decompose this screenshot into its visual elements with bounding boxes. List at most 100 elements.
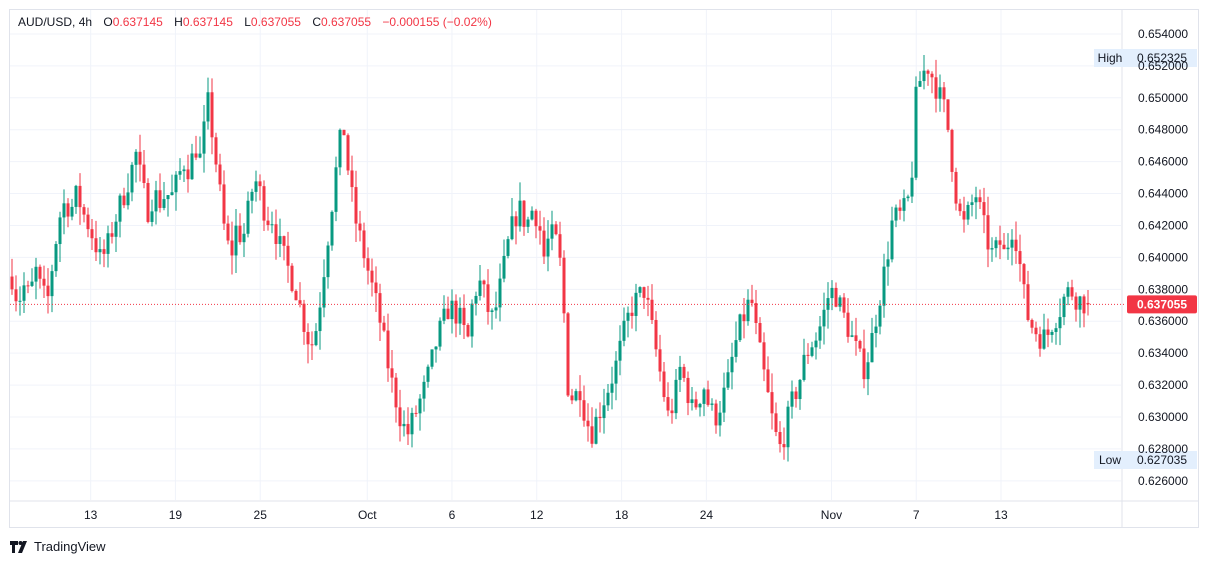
candle-body bbox=[850, 335, 854, 337]
candle-body bbox=[362, 230, 366, 259]
tradingview-logo[interactable]: TradingView bbox=[10, 539, 106, 554]
candle-body bbox=[1058, 317, 1062, 329]
legend-low-label: L bbox=[244, 15, 251, 29]
candle bbox=[502, 239, 506, 283]
candle-body bbox=[670, 410, 674, 414]
candle-body bbox=[82, 207, 86, 215]
candle bbox=[1034, 321, 1038, 342]
candle-body bbox=[134, 151, 138, 165]
candle bbox=[1038, 326, 1042, 357]
candle-body bbox=[758, 323, 762, 343]
candle-body bbox=[894, 207, 898, 221]
candle bbox=[538, 210, 542, 245]
candle bbox=[1026, 270, 1030, 322]
candle bbox=[826, 282, 830, 329]
candle-body bbox=[42, 278, 46, 286]
candle-body bbox=[326, 245, 330, 278]
candle bbox=[430, 349, 434, 370]
candle-body bbox=[1050, 331, 1054, 335]
legend-change-value: −0.000155 (−0.02%) bbox=[382, 15, 492, 29]
candle-body bbox=[922, 70, 926, 82]
candle bbox=[286, 231, 290, 283]
candle bbox=[110, 222, 114, 244]
x-tick-label: 25 bbox=[254, 508, 268, 522]
candle bbox=[926, 69, 930, 86]
candle bbox=[482, 279, 486, 298]
candle-body bbox=[378, 293, 382, 323]
candle bbox=[758, 317, 762, 343]
candle bbox=[366, 247, 370, 285]
candle bbox=[334, 156, 338, 222]
candle-body bbox=[502, 255, 506, 279]
candle-body bbox=[566, 313, 570, 396]
candle-body bbox=[842, 297, 846, 313]
candle bbox=[582, 385, 586, 427]
x-tick-label: 24 bbox=[700, 508, 714, 522]
candle bbox=[950, 128, 954, 182]
candle bbox=[1030, 318, 1034, 334]
candle bbox=[742, 297, 746, 339]
candle-body bbox=[94, 238, 98, 253]
candle bbox=[418, 394, 422, 431]
candle-body bbox=[522, 200, 526, 227]
candle-body bbox=[150, 211, 154, 222]
candle bbox=[746, 289, 750, 326]
candle-body bbox=[766, 369, 770, 393]
candle-body bbox=[174, 174, 178, 193]
candle bbox=[1014, 221, 1018, 264]
candle-body bbox=[518, 200, 522, 227]
candle-body bbox=[854, 335, 858, 342]
candle-body bbox=[182, 169, 186, 172]
candle-body bbox=[798, 379, 802, 400]
candle-body bbox=[890, 220, 894, 260]
candle bbox=[450, 289, 454, 334]
candle-body bbox=[978, 197, 982, 203]
candle bbox=[458, 297, 462, 335]
candle-body bbox=[806, 354, 810, 356]
y-tick-label: 0.634000 bbox=[1138, 346, 1188, 360]
candle-body bbox=[458, 307, 462, 324]
candle-body bbox=[734, 340, 738, 357]
x-tick-label: 7 bbox=[913, 508, 920, 522]
candle-body bbox=[574, 391, 578, 401]
candle bbox=[218, 153, 222, 192]
chart-frame bbox=[9, 9, 1199, 528]
candle-body bbox=[162, 199, 166, 208]
candle bbox=[706, 380, 710, 407]
brand-name: TradingView bbox=[34, 539, 106, 554]
y-tick-label: 0.654000 bbox=[1138, 27, 1188, 41]
legend-close-label: C bbox=[312, 15, 321, 29]
candle bbox=[942, 82, 946, 113]
candle-body bbox=[142, 164, 146, 183]
candle bbox=[778, 421, 782, 453]
candle bbox=[994, 236, 998, 258]
candle bbox=[318, 292, 322, 350]
candle bbox=[854, 317, 858, 356]
candle-body bbox=[354, 187, 358, 224]
candle bbox=[50, 264, 54, 313]
candle-body bbox=[374, 282, 378, 294]
candle bbox=[690, 386, 694, 411]
candle bbox=[1074, 292, 1078, 322]
candle bbox=[566, 312, 570, 397]
candle-body bbox=[682, 366, 686, 378]
candle bbox=[662, 361, 666, 402]
candle bbox=[446, 296, 450, 320]
candle-body bbox=[78, 185, 82, 208]
candle bbox=[386, 313, 390, 382]
candle bbox=[310, 331, 314, 360]
candle bbox=[974, 186, 978, 220]
candle-body bbox=[54, 244, 58, 272]
candle bbox=[630, 296, 634, 329]
candle bbox=[722, 372, 726, 423]
legend-high-label: H bbox=[174, 15, 183, 29]
candle-body bbox=[322, 277, 326, 308]
candle bbox=[618, 325, 622, 376]
candle bbox=[810, 341, 814, 358]
candle bbox=[990, 237, 994, 262]
y-tick-label: 0.642000 bbox=[1138, 218, 1188, 232]
candle bbox=[782, 427, 786, 460]
candle bbox=[626, 306, 630, 338]
candle-body bbox=[366, 258, 370, 271]
